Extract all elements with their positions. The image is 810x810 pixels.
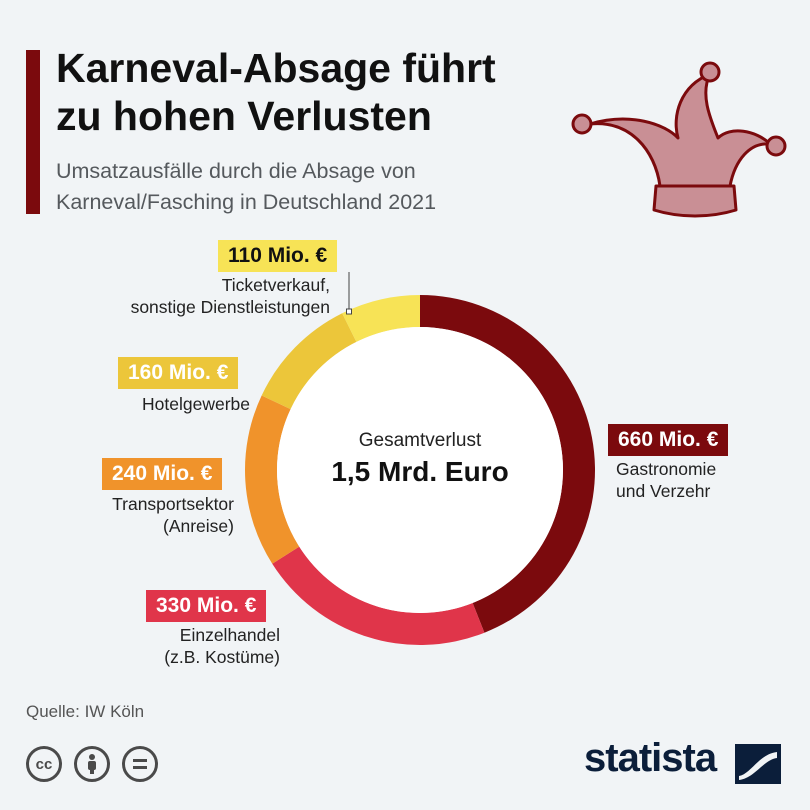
category-label-gastronomie: Gastronomie und Verzehr <box>616 458 716 502</box>
total-value: 1,5 Mrd. Euro <box>331 456 509 487</box>
page-subtitle: Umsatzausfälle durch die Absage von Karn… <box>56 156 436 218</box>
category-hotel-line1: Hotelgewerbe <box>142 394 250 414</box>
source-note: Quelle: IW Köln <box>26 702 145 721</box>
category-label-ticket: Ticketverkauf, sonstige Dienstleistungen <box>80 274 330 318</box>
category-ticket-line1: Ticketverkauf, <box>221 275 330 295</box>
donut-slice-ticket <box>342 295 420 342</box>
total-label: Gesamtverlust <box>358 430 482 451</box>
data-label-einzelhandel: 330 Mio. € <box>146 590 267 622</box>
category-transport-line2: (Anreise) <box>163 516 234 536</box>
data-label-gastronomie: 660 Mio. € <box>608 424 729 456</box>
category-transport-line1: Transportsektor <box>112 494 234 514</box>
donut-slice-einzelhandel <box>272 546 485 645</box>
subtitle-line-1: Umsatzausfälle durch die Absage von <box>56 159 416 183</box>
category-einzelhandel-line2: (z.B. Kostüme) <box>164 647 280 667</box>
category-label-transport: Transportsektor (Anreise) <box>40 493 234 537</box>
donut-hole <box>277 327 563 613</box>
category-ticket-line2: sonstige Dienstleistungen <box>130 297 330 317</box>
title-accent-bar <box>26 50 40 214</box>
page-title: Karneval-Absage führt zu hohen Verlusten <box>56 44 496 140</box>
donut-slice-transport <box>245 395 300 564</box>
category-gastronomie-line2: und Verzehr <box>616 481 711 501</box>
cc-icon[interactable]: cc <box>26 746 62 782</box>
jester-hat-icon <box>571 61 787 218</box>
category-gastronomie-line1: Gastronomie <box>616 459 717 479</box>
category-einzelhandel-line1: Einzelhandel <box>179 625 280 645</box>
title-line-2: zu hohen Verlusten <box>56 93 432 139</box>
attribution-icon[interactable] <box>74 746 110 782</box>
category-label-einzelhandel: Einzelhandel (z.B. Kostüme) <box>90 624 280 668</box>
category-label-hotel: Hotelgewerbe <box>60 393 250 415</box>
data-label-ticket: 110 Mio. € <box>218 240 338 272</box>
donut-slice-hotel <box>261 313 357 410</box>
data-label-hotel: 160 Mio. € <box>118 357 239 389</box>
statista-logo-icon <box>735 744 781 784</box>
data-label-transport: 240 Mio. € <box>102 458 223 490</box>
subtitle-line-2: Karneval/Fasching in Deutschland 2021 <box>56 190 437 214</box>
donut-slice-gastronomie <box>420 295 595 633</box>
title-line-1: Karneval-Absage führt <box>56 45 496 91</box>
no-derivatives-icon[interactable] <box>122 746 158 782</box>
brand-logo-text: statista <box>584 736 717 780</box>
